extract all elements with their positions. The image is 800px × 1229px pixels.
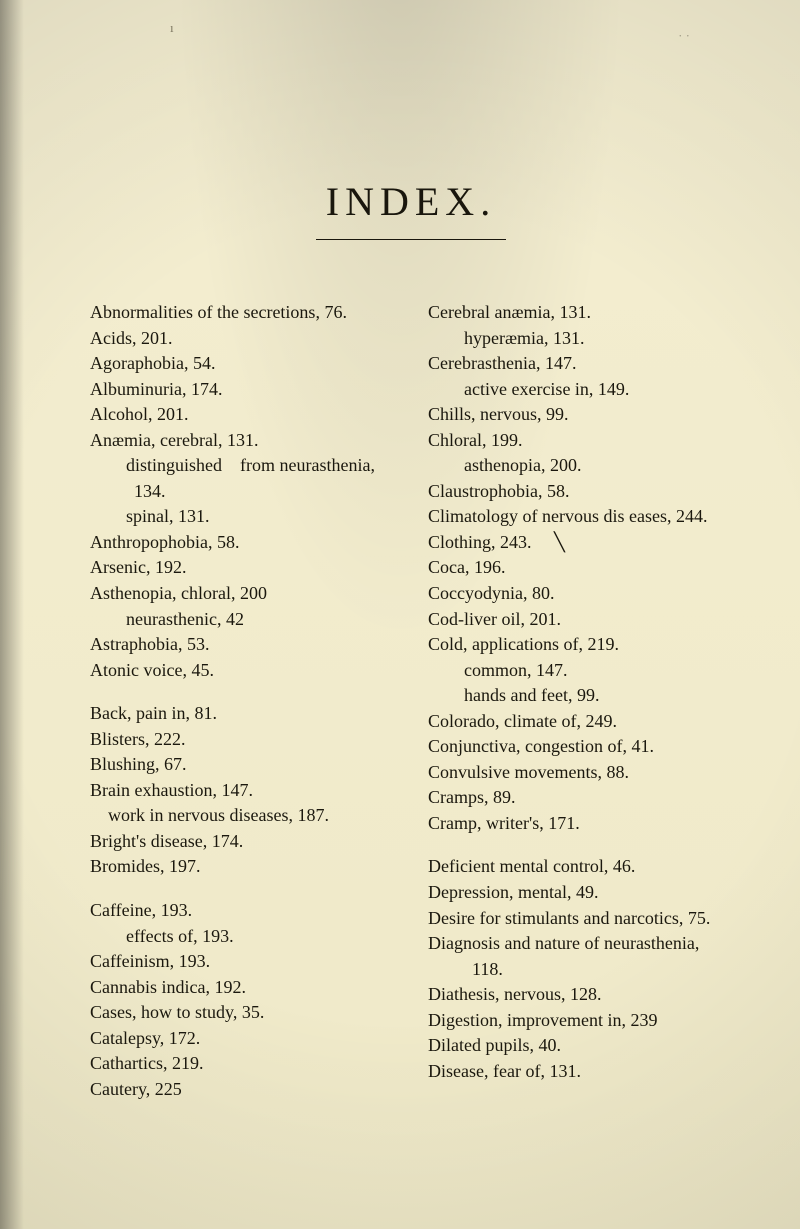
index-entry: Coca, 196. (428, 555, 732, 581)
index-entry: Anthropophobia, 58. (90, 530, 394, 556)
index-columns: Abnormalities of the secre­tions, 76.Aci… (90, 300, 732, 1102)
index-entry: Agoraphobia, 54. (90, 351, 394, 377)
index-entry: Diagnosis and nature of neu­rasthenia, 1… (428, 931, 732, 982)
index-entry: Cramp, writer's, 171. (428, 811, 732, 837)
corner-print-mark: · · (678, 28, 690, 44)
index-entry: Caffeine, 193. (90, 898, 394, 924)
index-entry: Bright's disease, 174. (90, 829, 394, 855)
paragraph-gap (90, 683, 394, 701)
index-entry: Back, pain in, 81. (90, 701, 394, 727)
index-entry: Blisters, 222. (90, 727, 394, 753)
index-entry: Alcohol, 201. (90, 402, 394, 428)
index-entry: Cold, applications of, 219. (428, 632, 732, 658)
index-entry: Arsenic, 192. (90, 555, 394, 581)
paragraph-gap (90, 880, 394, 898)
index-entry: Albuminuria, 174. (90, 377, 394, 403)
index-entry: Cerebrasthenia, 147. (428, 351, 732, 377)
index-entry: Cannabis indica, 192. (90, 975, 394, 1001)
index-column-right: Cerebral anæmia, 131. hyperæmia, 131.Cer… (428, 300, 732, 1102)
index-entry: Anæmia, cerebral, 131. (90, 428, 394, 454)
index-entry: Asthenopia, chloral, 200 (90, 581, 394, 607)
index-entry: Abnormalities of the secre­tions, 76. (90, 300, 394, 326)
index-entry: common, 147. (428, 658, 732, 684)
index-entry: Cramps, 89. (428, 785, 732, 811)
index-entry: Colorado, climate of, 249. (428, 709, 732, 735)
index-entry: Disease, fear of, 131. (428, 1059, 732, 1085)
index-column-left: Abnormalities of the secre­tions, 76.Aci… (90, 300, 394, 1102)
index-entry: Cautery, 225 (90, 1077, 394, 1103)
index-entry: Cathartics, 219. (90, 1051, 394, 1077)
index-entry: Caffeinism, 193. (90, 949, 394, 975)
index-entry: Conjunctiva, congestion of, 41. (428, 734, 732, 760)
title-rule (316, 239, 506, 240)
index-entry: Chloral, 199. (428, 428, 732, 454)
index-entry: distinguished from neurasthenia, 134. (90, 453, 394, 504)
top-print-mark: ı (170, 20, 175, 36)
index-entry: Deficient mental control, 46. (428, 854, 732, 880)
index-entry: effects of, 193. (90, 924, 394, 950)
index-entry: Claustrophobia, 58. (428, 479, 732, 505)
index-entry: Dilated pupils, 40. (428, 1033, 732, 1059)
index-page: ı · · INDEX. Abnormalities of the secre­… (0, 0, 800, 1229)
page-title: INDEX. (90, 178, 732, 225)
index-entry: Blushing, 67. (90, 752, 394, 778)
index-entry: Acids, 201. (90, 326, 394, 352)
index-entry: neurasthenic, 42 (90, 607, 394, 633)
index-entry: hyperæmia, 131. (428, 326, 732, 352)
paragraph-gap (428, 836, 732, 854)
index-entry: Desire for stimulants and nar­cotics, 75… (428, 906, 732, 932)
index-entry: asthenopia, 200. (428, 453, 732, 479)
index-entry: Catalepsy, 172. (90, 1026, 394, 1052)
index-entry: Depression, mental, 49. (428, 880, 732, 906)
index-entry: Astraphobia, 53. (90, 632, 394, 658)
index-entry: Digestion, improvement in, 239 (428, 1008, 732, 1034)
index-entry: spinal, 131. (90, 504, 394, 530)
index-entry: work in nervous diseases, 187. (90, 803, 394, 829)
index-entry: active exercise in, 149. (428, 377, 732, 403)
index-entry: Chills, nervous, 99. (428, 402, 732, 428)
index-entry: Brain exhaustion, 147. (90, 778, 394, 804)
index-entry: hands and feet, 99. (428, 683, 732, 709)
index-entry: Diathesis, nervous, 128. (428, 982, 732, 1008)
index-entry: Bromides, 197. (90, 854, 394, 880)
index-entry: Atonic voice, 45. (90, 658, 394, 684)
index-entry: Coccyodynia, 80. (428, 581, 732, 607)
index-entry: Clothing, 243. ╲ (428, 530, 732, 556)
index-entry: Cod-liver oil, 201. (428, 607, 732, 633)
index-entry: Convulsive movements, 88. (428, 760, 732, 786)
index-entry: Climatology of nervous dis eases, 244. (428, 504, 732, 530)
index-entry: Cerebral anæmia, 131. (428, 300, 732, 326)
index-entry: Cases, how to study, 35. (90, 1000, 394, 1026)
